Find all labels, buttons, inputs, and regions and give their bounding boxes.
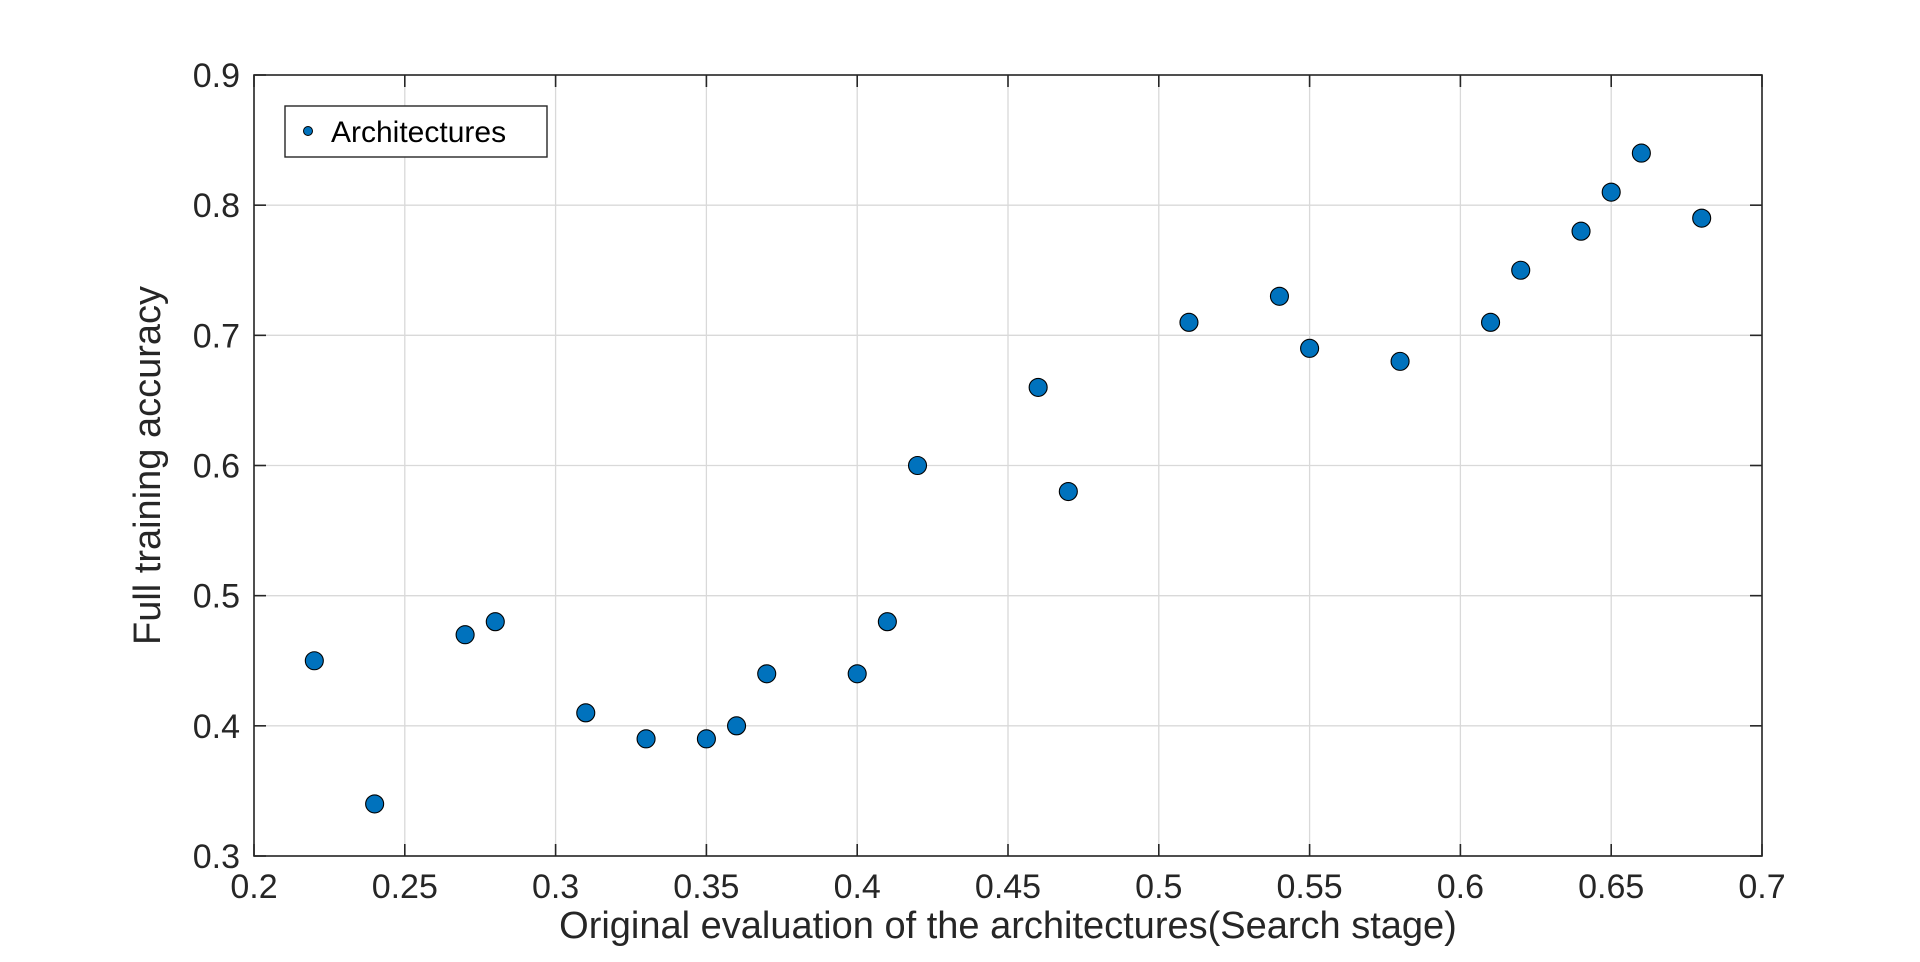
data-point [1390,351,1410,371]
y-tick-labels: 0.3 0.4 0.5 0.6 0.7 0.8 0.9 [193,57,240,876]
x-axis-title: Original evaluation of the architectures… [559,905,1457,947]
data-point [847,664,867,684]
data-point [696,729,716,749]
x-tick-label: 0.3 [532,868,579,906]
grid [253,74,1763,857]
data-point [1179,312,1199,332]
data-point [1300,338,1320,358]
x-tick-label: 0.45 [975,868,1041,906]
tick-marks [253,74,1763,857]
y-tick-label: 0.9 [193,57,240,95]
y-tick-label: 0.7 [193,317,240,355]
data-point [455,625,475,645]
y-tick-label: 0.8 [193,187,240,225]
y-tick-label: 0.5 [193,578,240,616]
legend-box [284,105,548,158]
data-point [1692,208,1712,228]
y-tick-label: 0.4 [193,708,240,746]
y-axis-title: Full training accuracy [127,286,169,645]
y-tick-label: 0.6 [193,448,240,486]
x-tick-label: 0.2 [230,868,277,906]
x-tick-label: 0.6 [1437,868,1484,906]
data-point [1631,143,1651,163]
data-point [1571,221,1591,241]
data-point [1511,260,1531,280]
data-point [757,664,777,684]
data-point [1028,377,1048,397]
data-point [636,729,656,749]
legend: Architectures [284,105,548,158]
data-point [1058,481,1078,502]
data-points [304,143,1712,814]
data-point [365,794,385,814]
data-point [1481,312,1501,332]
x-tick-label: 0.55 [1277,868,1343,906]
legend-marker [303,126,313,136]
x-tick-label: 0.65 [1578,868,1644,906]
x-tick-label: 0.7 [1738,868,1785,906]
x-tick-label: 0.35 [673,868,739,906]
x-tick-labels: 0.2 0.25 0.3 0.35 0.4 0.45 0.5 0.55 0.6 0.65 0.7 [230,868,1785,906]
legend-label: Architectures [331,116,506,149]
data-point [576,703,596,723]
x-tick-label: 0.5 [1135,868,1182,906]
x-tick-label: 0.4 [834,868,881,906]
data-point [877,612,897,632]
data-point [485,612,505,632]
data-point [907,455,928,476]
y-tick-label: 0.3 [193,838,240,876]
x-tick-label: 0.25 [372,868,438,906]
data-point [1601,182,1621,202]
data-point [727,716,747,736]
data-point [304,651,324,671]
data-point [1269,286,1289,306]
